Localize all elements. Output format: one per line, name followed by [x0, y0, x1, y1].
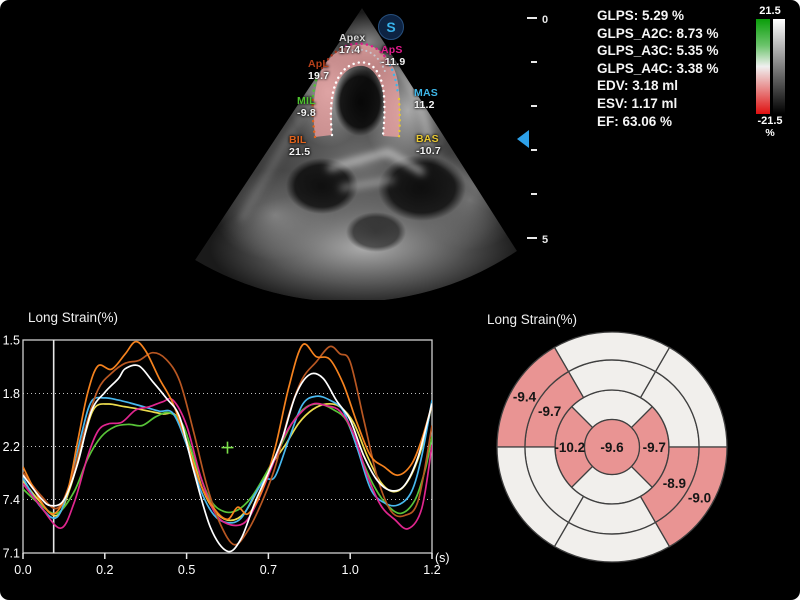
colorbar-min-label: -21.5	[757, 115, 783, 127]
vendor-logo-letter: S	[386, 19, 396, 35]
measurement-line: GLPS_A3C: 5.35 %	[597, 43, 719, 59]
bullseye-value-label: -9.6	[600, 440, 624, 455]
gray-gradient-bar	[772, 19, 785, 114]
chart-title: Long Strain(%)	[28, 310, 118, 325]
strain-curve-aps	[23, 397, 432, 530]
x-tick-label: 0.5	[178, 563, 195, 577]
echo-segment-label-mil: MIL -9.8	[297, 96, 316, 118]
measurement-line: GLPS: 5.29 %	[597, 8, 685, 23]
x-tick-label: 0.2	[96, 563, 113, 577]
lv-trace-overlay	[311, 42, 401, 139]
measurement-line: GLPS_A2C: 8.73 %	[597, 25, 719, 41]
strain-curve-apex	[23, 364, 432, 553]
endocardium-dotted-contour	[329, 61, 386, 137]
segment-name: ApL	[308, 58, 330, 70]
echo-segment-label-aps: ApS -11.9	[381, 45, 405, 67]
bullseye-center-segment	[583, 418, 641, 476]
bullseye-value-label: -9.4	[513, 389, 537, 404]
y-tick-label: 7.1	[3, 547, 20, 561]
contour-apex	[347, 48, 387, 76]
x-axis-unit: (s)	[435, 551, 450, 565]
y-tick-label: 1.8	[3, 387, 20, 401]
echo-segment-label-apl: ApL 19.7	[308, 59, 329, 81]
segment-name: MIL	[297, 95, 316, 107]
echo-segment-label-apex: Apex 17.4	[339, 33, 365, 55]
bullseye-segment-basal	[654, 446, 728, 548]
segment-name: ApS	[381, 44, 403, 56]
depth-ruler: 0 5	[517, 14, 548, 246]
focus-marker-icon	[517, 130, 529, 148]
strain-curve-bil	[23, 340, 432, 521]
echo-segment-label-bil: BIL 21.5	[289, 135, 310, 157]
x-tick-label: 0.7	[260, 563, 277, 577]
x-tick-label: 1.2	[423, 563, 440, 577]
bullseye-value-label: -9.0	[688, 491, 711, 506]
measurement-line: EDV: 3.18 ml	[597, 78, 679, 94]
y-tick-label: 2.2	[3, 440, 20, 454]
curves-group	[23, 340, 432, 553]
bullseye-value-label: -8.9	[663, 476, 686, 491]
y-tick-label: 7.4	[3, 493, 20, 507]
measurements-panel: GLPS: 5.29 % GLPS_A2C: 8.73 % GLPS_A3C: …	[597, 7, 719, 130]
strain-curve-apl	[23, 345, 432, 546]
y-tick-label: 1.5	[3, 334, 20, 348]
strain-chart: Long Strain(%) 1.5 1.8 2.2 7.4 7.1 0.0 0.2 0.5 0.…	[3, 310, 450, 577]
strain-curve-bas	[23, 402, 432, 522]
segment-name: MAS	[414, 87, 438, 99]
bullseye-title: Long Strain(%)	[487, 312, 577, 327]
bullseye-plot: Long Strain(%) -10.2 -9.7 -9.7 -8.9 -9.4 -9.0 -…	[487, 312, 728, 563]
segment-name: BIL	[289, 134, 307, 146]
measurement-line: GLPS_A4C: 3.38 %	[597, 60, 719, 76]
contour-apl	[320, 46, 344, 70]
depth-label-bottom: 5	[542, 234, 548, 246]
colorbar-max-label: 21.5	[759, 5, 781, 17]
measurement-line: ESV: 1.17 ml	[597, 95, 678, 111]
contour-aps	[344, 42, 390, 63]
strain-curve-mil	[23, 403, 432, 515]
echo-segment-label-mas: MAS 11.2	[414, 88, 438, 110]
segment-value: 11.2	[414, 98, 435, 111]
measurement-line: EF: 63.06 %	[597, 113, 673, 129]
bullseye-value-label: -9.7	[538, 404, 561, 419]
segment-value: -10.7	[416, 144, 441, 157]
segment-value: -11.9	[381, 55, 406, 68]
crosshair-marker	[221, 441, 234, 454]
x-tick-label: 0.0	[14, 563, 31, 577]
strain-gradient-bar	[755, 19, 770, 114]
segment-value: -9.8	[297, 106, 316, 119]
bullseye-value-label: -9.7	[643, 440, 666, 455]
echo-segment-label-bas: BAS -10.7	[416, 134, 441, 156]
vendor-logo-icon: S	[378, 14, 404, 40]
echo-image	[195, 8, 517, 300]
depth-label-top: 0	[542, 14, 548, 26]
colorbar-unit-label: %	[765, 127, 775, 139]
segment-name: BAS	[416, 133, 439, 145]
colorbar-bars	[744, 19, 796, 114]
segment-value: 21.5	[289, 145, 311, 158]
strain-colorbar: 21.5 -21.5 %	[744, 5, 796, 139]
strain-curve-mas	[23, 395, 432, 524]
x-tick-label: 1.0	[342, 563, 359, 577]
segment-value: 19.7	[308, 69, 330, 82]
segment-name: Apex	[339, 32, 366, 44]
bullseye-value-label: -10.2	[554, 440, 585, 455]
segment-value: 17.4	[339, 43, 361, 56]
